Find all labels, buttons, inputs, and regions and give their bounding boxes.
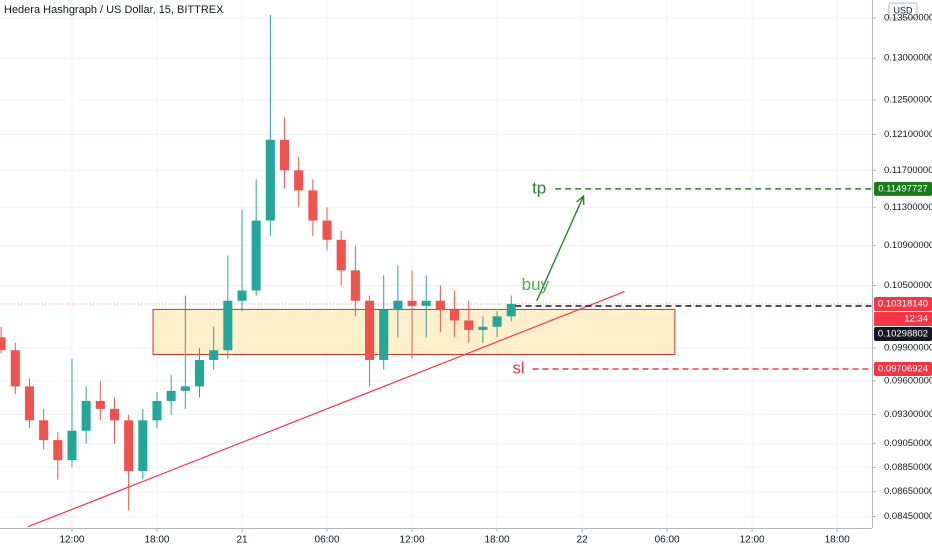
x-tick-label: 06:00 bbox=[655, 535, 680, 546]
x-tick-label: 12:00 bbox=[740, 535, 765, 546]
candle-body bbox=[435, 300, 445, 311]
candle-body bbox=[124, 420, 134, 471]
zone bbox=[152, 308, 676, 356]
candle-body bbox=[95, 400, 105, 409]
x-tick-label: 12:00 bbox=[59, 535, 84, 546]
candle-body bbox=[24, 386, 35, 421]
y-tick-label: 0.09900000 bbox=[884, 343, 932, 354]
candle-body bbox=[152, 400, 162, 421]
candle-body bbox=[492, 316, 502, 327]
price-tag bbox=[874, 297, 932, 312]
candle-body bbox=[81, 400, 91, 431]
y-tick-label: 0.09300000 bbox=[884, 409, 932, 420]
candle-body bbox=[166, 390, 176, 401]
sl-text: sl bbox=[512, 359, 524, 378]
candle-body bbox=[336, 239, 346, 271]
candle-body bbox=[464, 320, 474, 330]
candle-body bbox=[365, 300, 375, 360]
buy-text: buy bbox=[522, 275, 550, 294]
y-tick-label: 0.10500000 bbox=[884, 280, 932, 291]
candle-body bbox=[265, 139, 275, 221]
arrow-head bbox=[576, 194, 585, 206]
y-tick-label: 0.11300000 bbox=[884, 202, 932, 213]
price-tag bbox=[874, 327, 932, 342]
candle-body bbox=[138, 420, 148, 471]
candle-body bbox=[180, 386, 190, 391]
price-tag-label: 0.11497727 bbox=[878, 183, 928, 194]
plot bbox=[0, 14, 872, 511]
candle-body bbox=[251, 220, 261, 291]
y-tick-label: 0.13000000 bbox=[884, 53, 932, 64]
y-tick-label: 0.13500000 bbox=[884, 12, 932, 23]
countdown: 12:34 bbox=[904, 314, 928, 325]
candle-body bbox=[223, 300, 233, 351]
candle-body bbox=[350, 270, 360, 301]
y-tick-label: 0.09600000 bbox=[884, 375, 932, 386]
trendline bbox=[27, 290, 625, 528]
candle-body bbox=[322, 220, 332, 240]
y-tick-label: 0.12500000 bbox=[884, 94, 932, 105]
x-tick-label: 18:00 bbox=[144, 535, 169, 546]
y-tick-label: 0.10900000 bbox=[884, 240, 932, 251]
x-tick-label: 22 bbox=[577, 535, 589, 546]
candle-body bbox=[421, 300, 431, 306]
x-tick-label: 12:00 bbox=[400, 535, 425, 546]
x-tick-label: 21 bbox=[236, 535, 248, 546]
candle-body bbox=[393, 300, 403, 311]
candle-body bbox=[10, 350, 20, 387]
candle-body bbox=[0, 337, 6, 351]
x-tick-label: 18:00 bbox=[485, 535, 510, 546]
candle-body bbox=[308, 190, 318, 221]
y-tick-label: 0.12100000 bbox=[884, 129, 932, 140]
candle-body bbox=[379, 310, 389, 360]
price-tag bbox=[874, 362, 932, 377]
y-tick-label: 0.08850000 bbox=[884, 462, 932, 473]
y-tick-label: 0.11700000 bbox=[884, 165, 932, 176]
x-tick-label: 06:00 bbox=[315, 535, 340, 546]
currency-box bbox=[888, 2, 918, 19]
price-tag-label: 0.10318140 bbox=[878, 299, 928, 310]
currency: USD bbox=[893, 5, 913, 15]
countdown-box bbox=[874, 312, 932, 327]
arrow bbox=[536, 195, 585, 302]
candle-body bbox=[506, 303, 516, 317]
candle-body bbox=[407, 300, 417, 306]
y-tick-label: 0.08650000 bbox=[884, 486, 932, 497]
candle-body bbox=[194, 359, 205, 387]
y-tick-label: 0.09050000 bbox=[884, 438, 932, 449]
y-tick-label: 0.08450000 bbox=[884, 511, 932, 522]
price-tag-label: 0.10298802 bbox=[878, 329, 928, 340]
candle-body bbox=[53, 440, 63, 461]
x-tick-label: 18:00 bbox=[825, 535, 850, 546]
candle-body bbox=[478, 326, 488, 330]
chart-title: Hedera Hashgraph / US Dollar, 15, BITTRE… bbox=[4, 4, 224, 16]
tp-text: tp bbox=[532, 178, 546, 197]
overlay: tp sl buy bbox=[27, 178, 872, 528]
candle-body bbox=[450, 310, 460, 321]
candle-body bbox=[279, 139, 290, 171]
price-tag-label: 0.09706924 bbox=[878, 364, 928, 375]
candle-body bbox=[67, 430, 77, 461]
candle-body bbox=[237, 290, 247, 301]
candle-body bbox=[109, 408, 120, 421]
candle-body bbox=[294, 170, 304, 191]
candle-body bbox=[39, 420, 49, 441]
price-tag bbox=[874, 181, 932, 196]
candle-body bbox=[209, 350, 219, 360]
